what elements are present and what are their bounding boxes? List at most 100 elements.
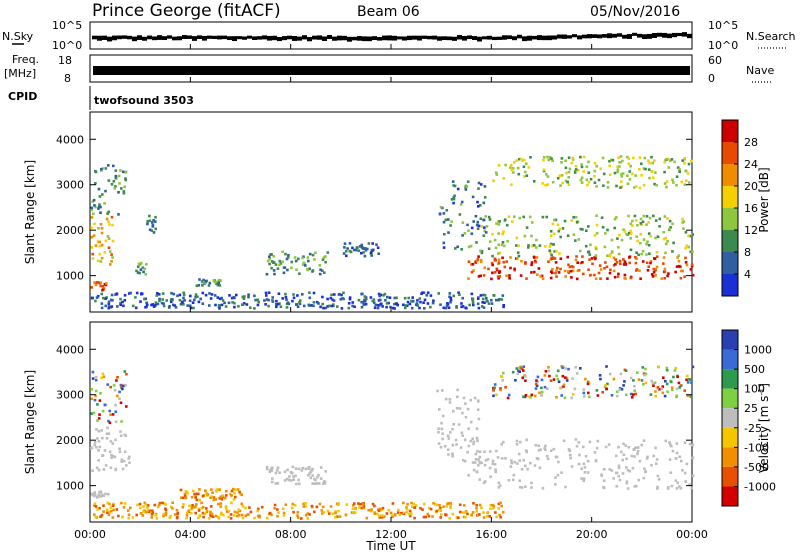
power-cell <box>497 252 500 255</box>
power-cell <box>105 217 109 221</box>
power-cell <box>308 296 312 300</box>
velocity-cell <box>120 386 123 389</box>
power-cell <box>508 277 511 280</box>
velocity-cell <box>504 386 507 389</box>
velocity-cell <box>276 482 280 485</box>
power-cell <box>580 165 584 169</box>
power-cell <box>117 191 120 194</box>
velocity-cell <box>432 501 435 505</box>
power-cell <box>498 270 502 273</box>
power-cell <box>103 202 106 205</box>
power-cell <box>360 251 363 255</box>
power-cell <box>477 187 480 190</box>
velocity-cell <box>256 514 260 518</box>
velocity-cell <box>257 507 260 511</box>
power-cell <box>411 296 414 299</box>
nsky-sample <box>147 35 152 40</box>
power-cell <box>497 164 501 167</box>
power-cell <box>281 297 284 300</box>
power-cell <box>322 306 325 310</box>
velocity-cell <box>568 449 572 453</box>
velocity-cell <box>323 482 326 485</box>
power-cell <box>285 257 289 261</box>
velocity-cell <box>105 437 109 440</box>
velocity-cell <box>519 365 522 369</box>
velocity-cell <box>183 493 187 496</box>
velocity-cell <box>114 438 117 442</box>
nsky-sample <box>472 36 477 41</box>
velocity-cell <box>451 455 454 458</box>
velocity-cell <box>562 439 566 443</box>
nsky-sample <box>137 35 142 40</box>
velocity-cell <box>540 378 544 382</box>
velocity-cell <box>544 444 547 448</box>
power-cell <box>515 236 519 240</box>
velocity-cell <box>594 459 598 462</box>
velocity-cell <box>571 377 574 380</box>
power-cell <box>540 274 544 278</box>
velocity-cell <box>209 513 212 517</box>
power-cell <box>470 232 474 235</box>
velocity-cell <box>96 403 99 406</box>
power-cell <box>207 284 211 287</box>
power-cell <box>429 294 433 297</box>
velocity-cell <box>564 367 567 370</box>
cpid-label: CPID <box>8 90 37 103</box>
velocity-cell <box>275 469 279 472</box>
velocity-cell <box>475 503 478 507</box>
power-cell <box>600 216 604 219</box>
power-cell <box>253 307 256 310</box>
power-cell <box>663 270 667 274</box>
velocity-cell <box>449 431 452 434</box>
power-cell <box>559 235 562 239</box>
power-cell <box>460 302 463 305</box>
velocity-cell <box>365 516 369 520</box>
velocity-cell <box>501 510 505 514</box>
velocity-cell <box>94 389 98 393</box>
power-cell <box>123 294 127 297</box>
velocity-cell <box>240 493 243 497</box>
power-cell <box>103 283 107 286</box>
nsky-sample <box>362 36 367 42</box>
power-cell <box>235 293 238 297</box>
power-cell <box>154 215 157 219</box>
velocity-cell <box>229 513 233 516</box>
power-cell <box>481 301 484 304</box>
velocity-cell <box>604 383 607 387</box>
velocity-cell <box>522 369 525 372</box>
power-cell <box>642 238 646 241</box>
power-cell <box>420 292 423 295</box>
power-cell <box>237 305 240 308</box>
velocity-cell <box>470 513 474 517</box>
velocity-cell <box>293 503 297 507</box>
velocity-cell <box>642 383 645 386</box>
power-cell <box>307 259 310 263</box>
velocity-cell <box>101 436 104 440</box>
velocity-cell <box>209 496 212 499</box>
nsky-sample <box>292 36 297 41</box>
velocity-cell <box>653 381 657 385</box>
velocity-cell <box>224 506 228 509</box>
power-cell <box>662 230 665 234</box>
nsearch-tick-top: 10^5 <box>708 19 738 32</box>
power-cell <box>93 281 96 284</box>
velocity-cell <box>560 471 563 474</box>
power-cell <box>284 295 288 299</box>
power-cell <box>247 293 250 296</box>
power-cell <box>458 213 462 216</box>
velocity-cell <box>626 468 630 472</box>
power-cell <box>139 300 142 303</box>
velocity-cell <box>190 495 194 499</box>
velocity-cell <box>477 417 481 421</box>
power-cell <box>487 302 491 305</box>
power-cell <box>677 254 681 257</box>
velocity-cell <box>101 454 104 457</box>
y-tick-label: 2000 <box>56 224 84 237</box>
velocity-cell <box>191 503 194 507</box>
power-cell <box>476 302 480 306</box>
velocity-cell <box>413 516 416 520</box>
power-cell <box>678 264 681 268</box>
velocity-cell <box>324 470 327 473</box>
power-cell <box>403 296 407 300</box>
power-cell <box>632 156 635 160</box>
